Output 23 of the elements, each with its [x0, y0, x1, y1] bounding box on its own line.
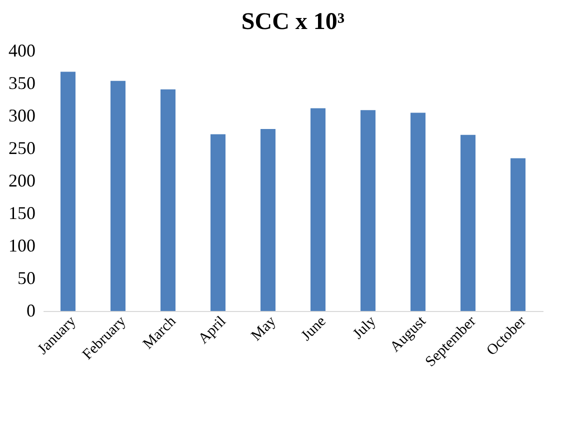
y-tick-label: 150 [8, 203, 36, 223]
bar [110, 80, 126, 311]
bar [360, 110, 376, 311]
bar [460, 134, 476, 311]
y-tick-label: 400 [8, 40, 36, 60]
y-tick-label: 100 [8, 236, 36, 256]
x-tick-label: July [350, 313, 380, 342]
y-tick-label: 200 [8, 170, 36, 190]
bar [160, 89, 176, 311]
bar [260, 129, 276, 311]
y-tick-label: 250 [8, 138, 36, 158]
x-tick-label: June [298, 313, 330, 344]
bar [310, 108, 326, 311]
bar [410, 112, 426, 311]
chart-title: SCC x 10³ [241, 9, 345, 35]
bar [60, 72, 76, 311]
y-tick-label: 0 [26, 300, 36, 320]
y-tick-label: 50 [18, 268, 36, 288]
y-tick-label: 350 [8, 73, 36, 93]
y-tick-label: 300 [8, 106, 36, 126]
bar [510, 158, 526, 311]
bar [210, 134, 226, 311]
x-tick-label: May [248, 313, 280, 344]
